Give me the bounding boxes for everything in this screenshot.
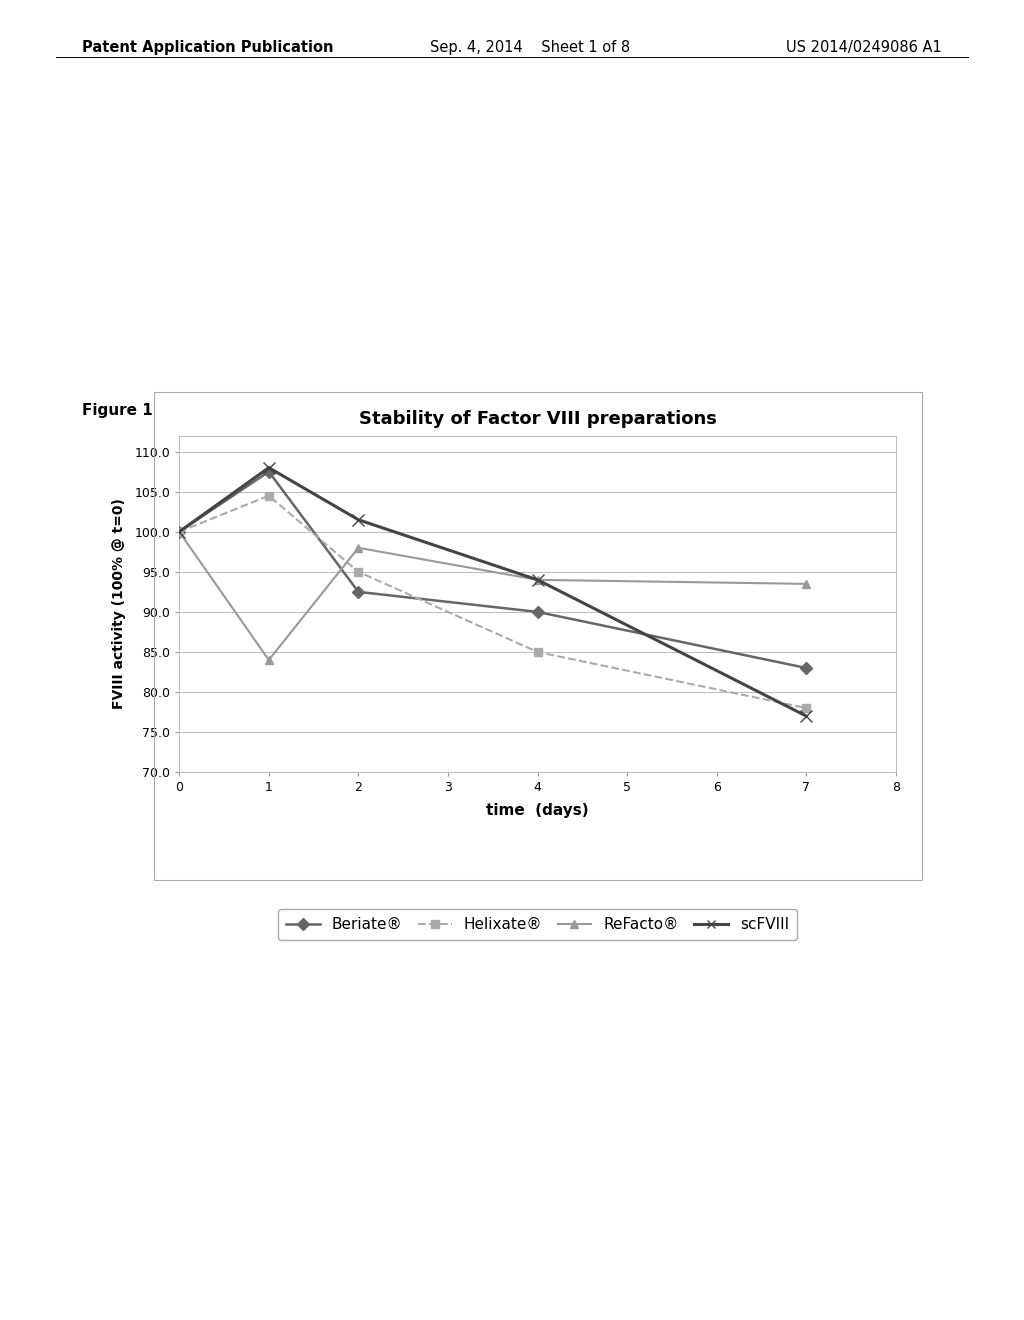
Helixate® (262, 488, 274, 504)
ReFacto® (352, 540, 365, 556)
Beriate® (531, 605, 544, 620)
ReFacto® (800, 576, 812, 591)
ReFacto® (531, 572, 544, 587)
Beriate® (352, 583, 365, 599)
Text: Sep. 4, 2014    Sheet 1 of 8: Sep. 4, 2014 Sheet 1 of 8 (430, 40, 630, 54)
Text: Figure 1: Figure 1 (82, 403, 153, 417)
Line: scFVIII: scFVIII (174, 462, 812, 722)
Legend: Beriate®, Helixate®, ReFacto®, scFVIII: Beriate®, Helixate®, ReFacto®, scFVIII (279, 909, 797, 940)
Line: Helixate®: Helixate® (175, 491, 811, 713)
Helixate® (531, 644, 544, 660)
X-axis label: time  (days): time (days) (486, 803, 589, 817)
Beriate® (800, 660, 812, 676)
Beriate® (262, 463, 274, 479)
Helixate® (173, 524, 185, 540)
Text: Patent Application Publication: Patent Application Publication (82, 40, 334, 54)
Title: Stability of Factor VIII preparations: Stability of Factor VIII preparations (358, 411, 717, 429)
Beriate® (173, 524, 185, 540)
Line: ReFacto®: ReFacto® (175, 528, 811, 664)
scFVIII (352, 512, 365, 528)
scFVIII (262, 459, 274, 475)
Helixate® (352, 564, 365, 579)
Line: Beriate®: Beriate® (175, 467, 811, 672)
Helixate® (800, 700, 812, 715)
Y-axis label: FVIII activity (100% @ t=0): FVIII activity (100% @ t=0) (112, 499, 126, 709)
scFVIII (173, 524, 185, 540)
ReFacto® (262, 652, 274, 668)
Text: US 2014/0249086 A1: US 2014/0249086 A1 (786, 40, 942, 54)
scFVIII (531, 572, 544, 587)
scFVIII (800, 708, 812, 723)
ReFacto® (173, 524, 185, 540)
